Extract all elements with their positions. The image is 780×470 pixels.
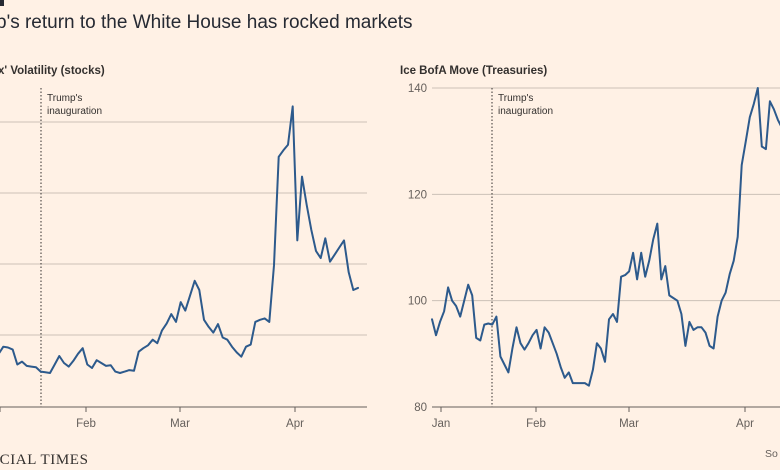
annotation-label: Trump's (47, 93, 82, 104)
x-tick-label: Apr (736, 418, 754, 430)
source-logo-text: ICIAL TIMES (0, 452, 89, 468)
panel-title-stocks: x' Volatility (stocks) (0, 65, 105, 77)
x-tick-label: Mar (170, 418, 190, 430)
x-tick-label: Feb (76, 418, 96, 430)
y-tick-label: 100 (408, 296, 427, 308)
series-line (431, 87, 780, 387)
x-tick-label: Feb (526, 418, 546, 430)
annotation-label: Trump's (498, 93, 533, 104)
y-tick-label: 140 (408, 83, 427, 95)
x-tick-label: Mar (619, 418, 639, 430)
series-line (0, 105, 359, 374)
y-tick-label: 80 (414, 402, 427, 414)
x-tick-label: Jan (432, 418, 451, 430)
x-tick-label: Apr (286, 418, 304, 430)
chart-panel-treasuries: 80 100 120 140 Jan Feb Mar Apr Trump's inaugurati… (408, 83, 780, 430)
y-tick-label: 120 (408, 189, 427, 201)
annotation-label: inauguration (47, 106, 102, 117)
source-note: So (765, 448, 778, 460)
annotation-label: inauguration (498, 106, 553, 117)
brand-mark (0, 0, 4, 6)
panel-title-treasuries: Ice BofA Move (Treasuries) (400, 65, 548, 77)
chart-headline: p's return to the White House has rocked… (0, 12, 413, 33)
